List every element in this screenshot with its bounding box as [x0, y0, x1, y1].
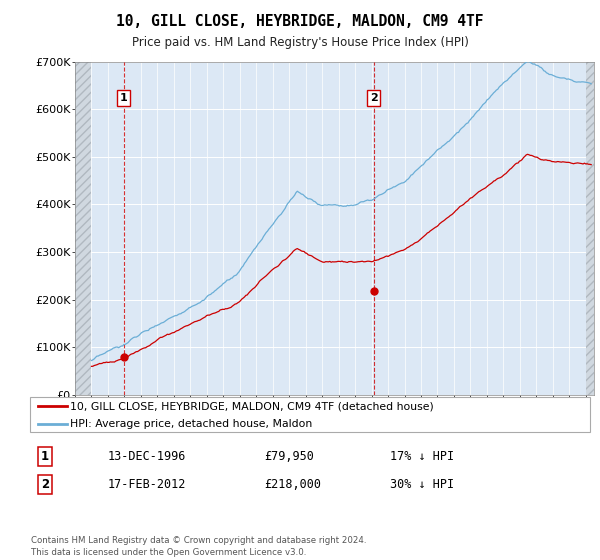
Text: 17-FEB-2012: 17-FEB-2012: [108, 478, 187, 491]
Text: 1: 1: [120, 94, 128, 103]
Text: 1: 1: [41, 450, 49, 463]
Text: 2: 2: [370, 94, 377, 103]
Bar: [586, 62, 594, 395]
Text: 10, GILL CLOSE, HEYBRIDGE, MALDON, CM9 4TF: 10, GILL CLOSE, HEYBRIDGE, MALDON, CM9 4…: [116, 14, 484, 29]
Text: 30% ↓ HPI: 30% ↓ HPI: [390, 478, 454, 491]
Text: 10, GILL CLOSE, HEYBRIDGE, MALDON, CM9 4TF (detached house): 10, GILL CLOSE, HEYBRIDGE, MALDON, CM9 4…: [70, 401, 433, 411]
Text: 13-DEC-1996: 13-DEC-1996: [108, 450, 187, 463]
Text: 2: 2: [41, 478, 49, 491]
Text: Price paid vs. HM Land Registry's House Price Index (HPI): Price paid vs. HM Land Registry's House …: [131, 36, 469, 49]
Text: 17% ↓ HPI: 17% ↓ HPI: [390, 450, 454, 463]
Text: HPI: Average price, detached house, Maldon: HPI: Average price, detached house, Mald…: [70, 419, 312, 429]
Text: £218,000: £218,000: [264, 478, 321, 491]
Bar: [75, 62, 91, 395]
Text: Contains HM Land Registry data © Crown copyright and database right 2024.
This d: Contains HM Land Registry data © Crown c…: [31, 536, 367, 557]
FancyBboxPatch shape: [30, 398, 590, 432]
Text: £79,950: £79,950: [264, 450, 314, 463]
